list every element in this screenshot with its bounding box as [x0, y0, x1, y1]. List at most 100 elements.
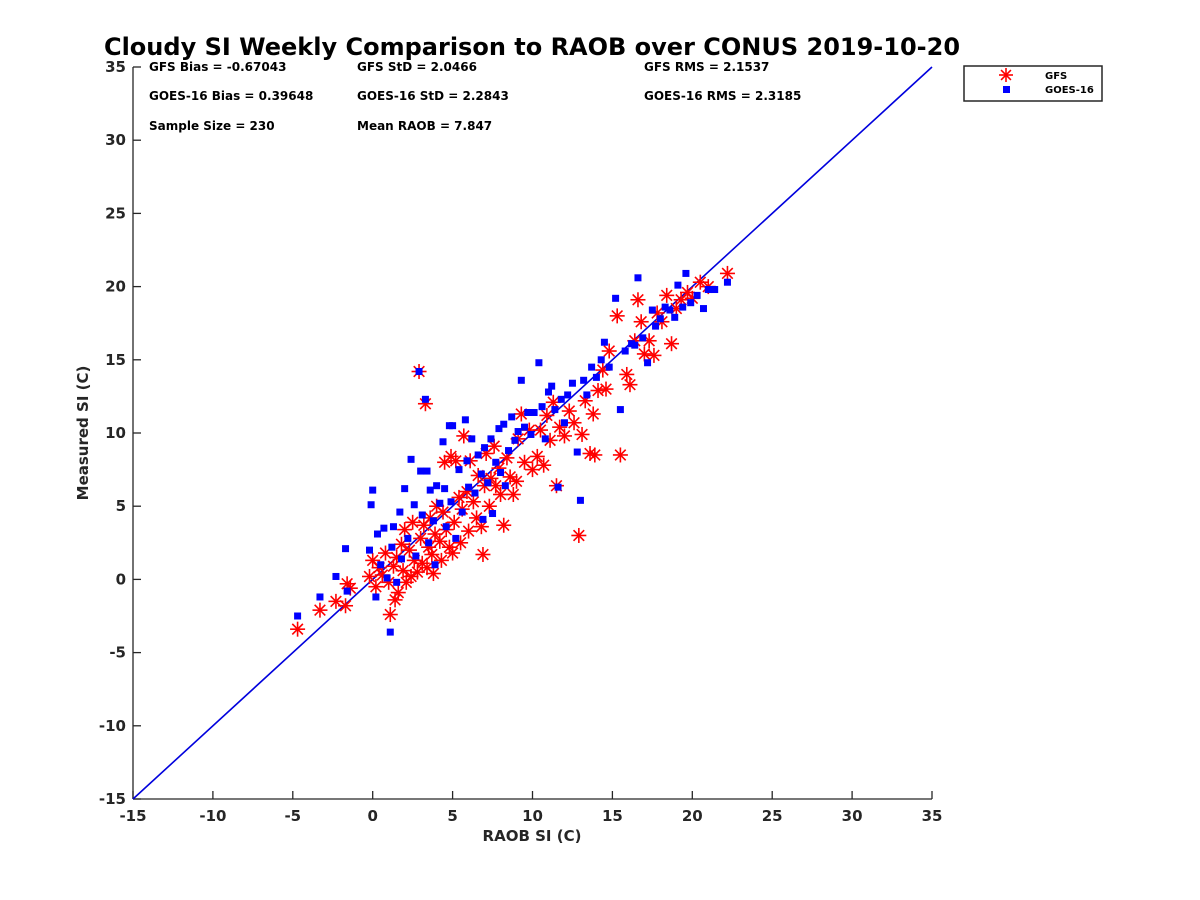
goes-point — [433, 482, 441, 490]
gfs-point — [630, 292, 646, 308]
y-axis-label: Measured SI (C) — [74, 366, 92, 501]
gfs-point — [432, 533, 448, 549]
goes-point — [573, 448, 581, 456]
goes-point — [452, 534, 460, 542]
asterisk-stroke — [537, 459, 550, 472]
y-tick-label: 15 — [105, 351, 126, 369]
chart-title: Cloudy SI Weekly Comparison to RAOB over… — [104, 33, 960, 61]
asterisk-stroke — [681, 286, 694, 299]
goes-point — [580, 376, 588, 384]
y-tick-label: 30 — [105, 131, 126, 149]
asterisk-stroke — [449, 454, 462, 467]
gfs-point — [636, 346, 652, 362]
asterisk-stroke — [330, 595, 342, 608]
goes-point — [429, 517, 437, 525]
gfs-point — [451, 489, 467, 505]
asterisk-stroke — [638, 348, 651, 360]
goes-point — [380, 524, 388, 532]
gfs-point — [505, 486, 521, 502]
asterisk-stroke — [422, 541, 435, 554]
asterisk-stroke — [643, 334, 656, 347]
gfs-point — [433, 552, 449, 568]
legend-gfs-label: GFS — [1045, 71, 1067, 82]
goes-point — [316, 593, 324, 601]
goes-point — [477, 470, 485, 478]
goes-point — [421, 395, 429, 403]
goes-point — [393, 578, 401, 586]
goes-point — [366, 546, 374, 554]
goes-point — [551, 406, 559, 414]
gfs-point — [619, 366, 635, 382]
asterisk-stroke — [489, 479, 502, 492]
asterisk-stroke — [584, 447, 596, 460]
asterisk-stroke — [453, 491, 465, 504]
gfs-point — [659, 287, 675, 303]
x-tick-label: -10 — [199, 807, 226, 825]
gfs-point — [719, 265, 735, 281]
legend-asterisk — [999, 68, 1013, 82]
asterisk-stroke — [392, 586, 405, 599]
asterisk-stroke — [437, 506, 449, 518]
goes-point — [583, 391, 591, 399]
goes-point — [484, 479, 492, 487]
asterisk-stroke — [523, 424, 536, 436]
goes-point — [373, 530, 381, 538]
goes-point — [479, 515, 487, 523]
goes-point — [396, 508, 404, 516]
gfs-point — [368, 579, 384, 595]
legend-goes-label: GOES-16 — [1045, 85, 1094, 96]
goes-point — [648, 306, 656, 314]
asterisk-stroke — [526, 463, 539, 476]
asterisk-stroke — [483, 500, 496, 513]
goes-point — [455, 466, 463, 474]
gfs-point — [646, 347, 662, 363]
goes-point — [425, 539, 433, 547]
asterisk-stroke — [411, 566, 424, 578]
stat-goes-std: GOES-16 StD = 2.2843 — [357, 89, 509, 103]
goes-point — [332, 572, 340, 580]
gfs-point — [585, 406, 601, 422]
stats-block: GFS Bias = -0.67043 GFS StD = 2.0466 GFS… — [149, 60, 801, 133]
y-tick-label: 35 — [105, 58, 126, 76]
goes-point — [656, 315, 664, 323]
asterisk-stroke — [488, 440, 501, 453]
goes-point — [511, 436, 519, 444]
x-tick-label: 20 — [682, 807, 703, 825]
asterisk-stroke — [339, 599, 352, 612]
asterisk-stroke — [470, 512, 483, 524]
goes-point — [461, 416, 469, 424]
goes-point — [554, 483, 562, 491]
gfs-point — [561, 403, 577, 419]
asterisk-stroke — [448, 516, 461, 529]
goes-point — [564, 391, 572, 399]
goes-point — [449, 422, 457, 430]
asterisk-stroke — [721, 267, 734, 280]
asterisk-stroke — [632, 293, 644, 306]
goes-point — [410, 501, 418, 509]
goes-point — [418, 511, 426, 519]
x-tick-label: 10 — [522, 807, 543, 825]
x-tick-label: 15 — [602, 807, 623, 825]
goes-point — [693, 291, 701, 299]
asterisk-stroke — [425, 548, 438, 561]
goes-point — [514, 428, 522, 436]
x-tick-label: -5 — [284, 807, 301, 825]
asterisk-stroke — [611, 310, 624, 322]
goes-point — [605, 363, 613, 371]
goes-point — [652, 322, 660, 330]
gfs-point — [525, 462, 540, 478]
gfs-point — [539, 407, 555, 423]
gfs-point — [362, 568, 378, 584]
goes-point — [404, 534, 412, 542]
goes-point — [343, 587, 351, 595]
asterisk-stroke — [467, 495, 480, 508]
asterisk-stroke — [665, 337, 678, 350]
goes-point — [517, 376, 525, 384]
asterisk-stroke — [363, 570, 376, 583]
goes-point — [397, 555, 405, 563]
goes-point — [644, 359, 652, 367]
goes-point — [679, 303, 687, 311]
goes-point — [481, 444, 489, 452]
stat-gfs-std: GFS StD = 2.0466 — [357, 60, 477, 74]
goes-point — [560, 419, 568, 427]
